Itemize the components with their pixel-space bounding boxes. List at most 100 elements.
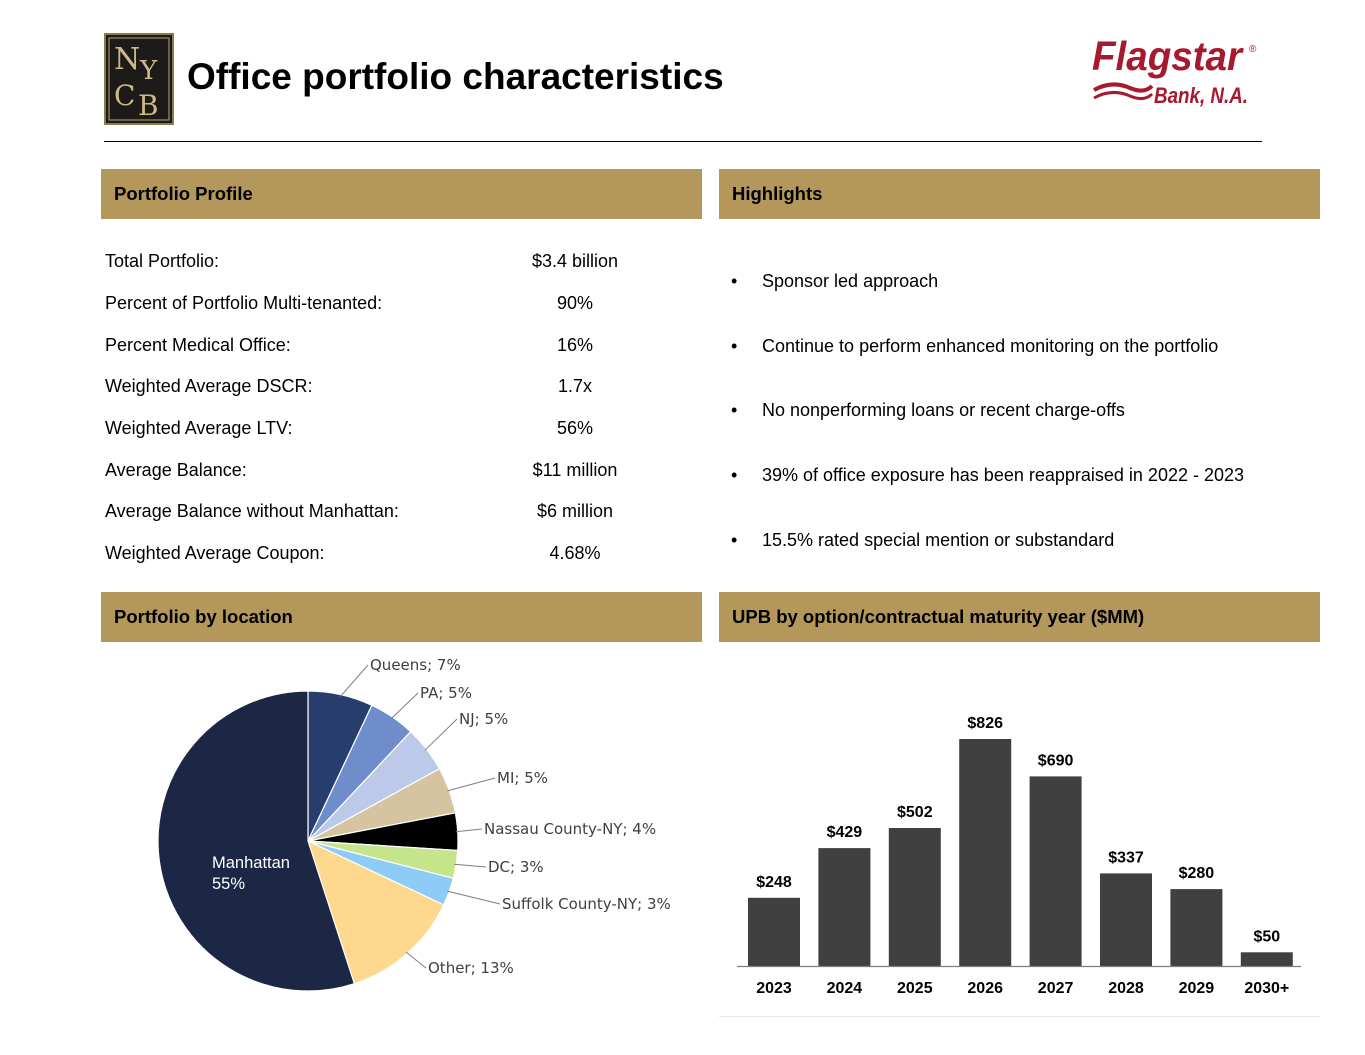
pie-label-inside: Manhattan [212,854,290,872]
bullet: • [731,400,738,420]
profile-row-label: Percent of Portfolio Multi-tenanted: [105,293,383,313]
pie-label-inside: 55% [212,875,245,893]
portfolio-profile-header: Portfolio Profile [101,169,702,219]
profile-row-value: $3.4 billion [531,251,619,271]
nycb-letter-b: B [138,89,159,122]
flagstar-logo-mark: Flagstar ® Bank, N.A. [1092,33,1257,108]
nycb-letter-y: Y [139,56,158,86]
bar-category-label: 2024 [827,980,863,997]
bullet: • [731,271,738,291]
profile-row: Average Balance without Manhattan: $6 mil… [105,501,700,525]
profile-row-value: 1.7x [557,376,593,396]
location-pie-chart: Queens; 7% PA; 5% NJ; 5% MI; 5% Nassau Count… [157,656,671,992]
title-divider [104,141,1262,142]
bar-2028 [1100,873,1152,966]
highlight-text: 39% of office exposure has been reapprai… [762,465,1245,485]
bullet: • [731,336,738,356]
highlight-text: Sponsor led approach [762,271,939,291]
flagstar-registered-mark: ® [1249,44,1257,55]
bar-value-label: $337 [1108,849,1144,866]
profile-row-value: 56% [556,418,594,438]
pie-label: MI; 5% [497,769,548,787]
bar-category-label: 2029 [1179,980,1215,997]
bar-value-label: $248 [756,874,792,891]
bar-value-label: $502 [897,804,933,821]
profile-row-label: Total Portfolio: [105,251,220,271]
profile-row-label: Percent Medical Office: [105,335,291,355]
bullet: • [731,465,738,485]
bar-2023 [748,897,800,966]
bar-value-label: $50 [1253,928,1280,945]
nycb-letter-c: C [114,79,135,112]
highlight-text: No nonperforming loans or recent charge-… [762,400,1125,420]
flagstar-sub: Bank, N.A. [1154,83,1248,108]
bar-2027 [1029,776,1082,966]
profile-row-value: 90% [556,293,594,313]
bar-value-label: $280 [1179,865,1215,882]
pie-leader-line [454,863,487,868]
profile-row-value: $11 million [532,460,618,480]
profile-row-label: Weighted Average Coupon: [105,543,325,563]
pie-label: PA; 5% [420,684,472,702]
location-chart-header: Portfolio by location [101,592,702,642]
profile-row-label: Weighted Average LTV: [105,418,293,438]
profile-row-value: 4.68% [549,543,601,563]
pie-label: Queens; 7% [370,656,461,674]
bar-value-label: $429 [827,824,863,841]
highlight-item: • 15.5% rated special mention or substand… [731,530,1114,551]
pie-slice-manhattan [157,690,356,992]
bar-2026 [959,739,1012,966]
highlight-text: Continue to perform enhanced monitoring … [762,336,1219,356]
profile-row-value: $6 million [536,501,614,521]
profile-row: Average Balance: $11 million [105,460,700,484]
profile-row-label: Average Balance without Manhattan: [105,501,399,521]
bar-2030+ [1240,952,1293,966]
highlight-item: • 39% of office exposure has been reappra… [731,465,1244,486]
highlight-item: • Sponsor led approach [731,271,938,292]
pie-leader-line [339,664,369,697]
bar-category-label: 2027 [1038,980,1074,997]
nycb-letter-n: N [114,42,140,77]
pie-label: DC; 3% [488,858,544,876]
bar-category-label: 2025 [897,980,933,997]
profile-row-label: Average Balance: [105,460,247,480]
bar-value-label: $826 [967,715,1003,732]
bar-category-label: 2026 [967,980,1003,997]
pie-leader-line [390,692,419,719]
pie-label: NJ; 5% [459,710,508,728]
bar-2025 [888,828,941,966]
highlight-text: 15.5% rated special mention or substanda… [762,530,1115,550]
highlight-item: • No nonperforming loans or recent charge… [731,400,1125,421]
pie-leader-line [424,718,458,751]
bottom-divider [719,1016,1320,1017]
nycb-logo-mark: N Y C B [108,37,170,122]
pie-leader-line [455,828,483,833]
bar-value-label: $690 [1038,752,1074,769]
highlights-header: Highlights [719,169,1320,219]
maturity-chart-header: UPB by option/contractual maturity year … [719,592,1320,642]
pie-label: Suffolk County-NY; 3% [502,895,671,913]
pie-leader-line [447,777,496,792]
bar-2029 [1170,889,1223,966]
bar-category-label: 2030+ [1244,980,1289,997]
bar-category-label: 2023 [756,980,792,997]
flagstar-name: Flagstar [1092,33,1244,79]
pie-label: Nassau County-NY; 4% [484,820,656,838]
bar-category-label: 2028 [1108,980,1144,997]
maturity-bar-chart: $248 2023 $429 2024 $502 2025 $826 2026 $690 2027… [737,715,1301,997]
profile-row: Percent Medical Office: 16% [105,335,700,359]
bullet: • [731,530,738,550]
profile-row-label: Weighted Average DSCR: [105,376,313,396]
highlight-item: • Continue to perform enhanced monitoring… [731,336,1218,357]
flagstar-logo: Flagstar ® Bank, N.A. [1090,32,1265,112]
profile-row: Weighted Average DSCR: 1.7x [105,376,700,400]
profile-row: Total Portfolio: $3.4 billion [105,251,700,275]
pie-label: Other; 13% [428,959,514,977]
bar-2024 [818,848,871,966]
flagstar-swoosh-icon-2 [1093,91,1154,101]
pie-leader-line [405,951,427,969]
profile-row-value: 16% [556,335,594,355]
flagstar-swoosh-icon [1093,82,1154,93]
nycb-logo: N Y C B [104,33,174,125]
profile-row: Weighted Average LTV: 56% [105,418,700,442]
